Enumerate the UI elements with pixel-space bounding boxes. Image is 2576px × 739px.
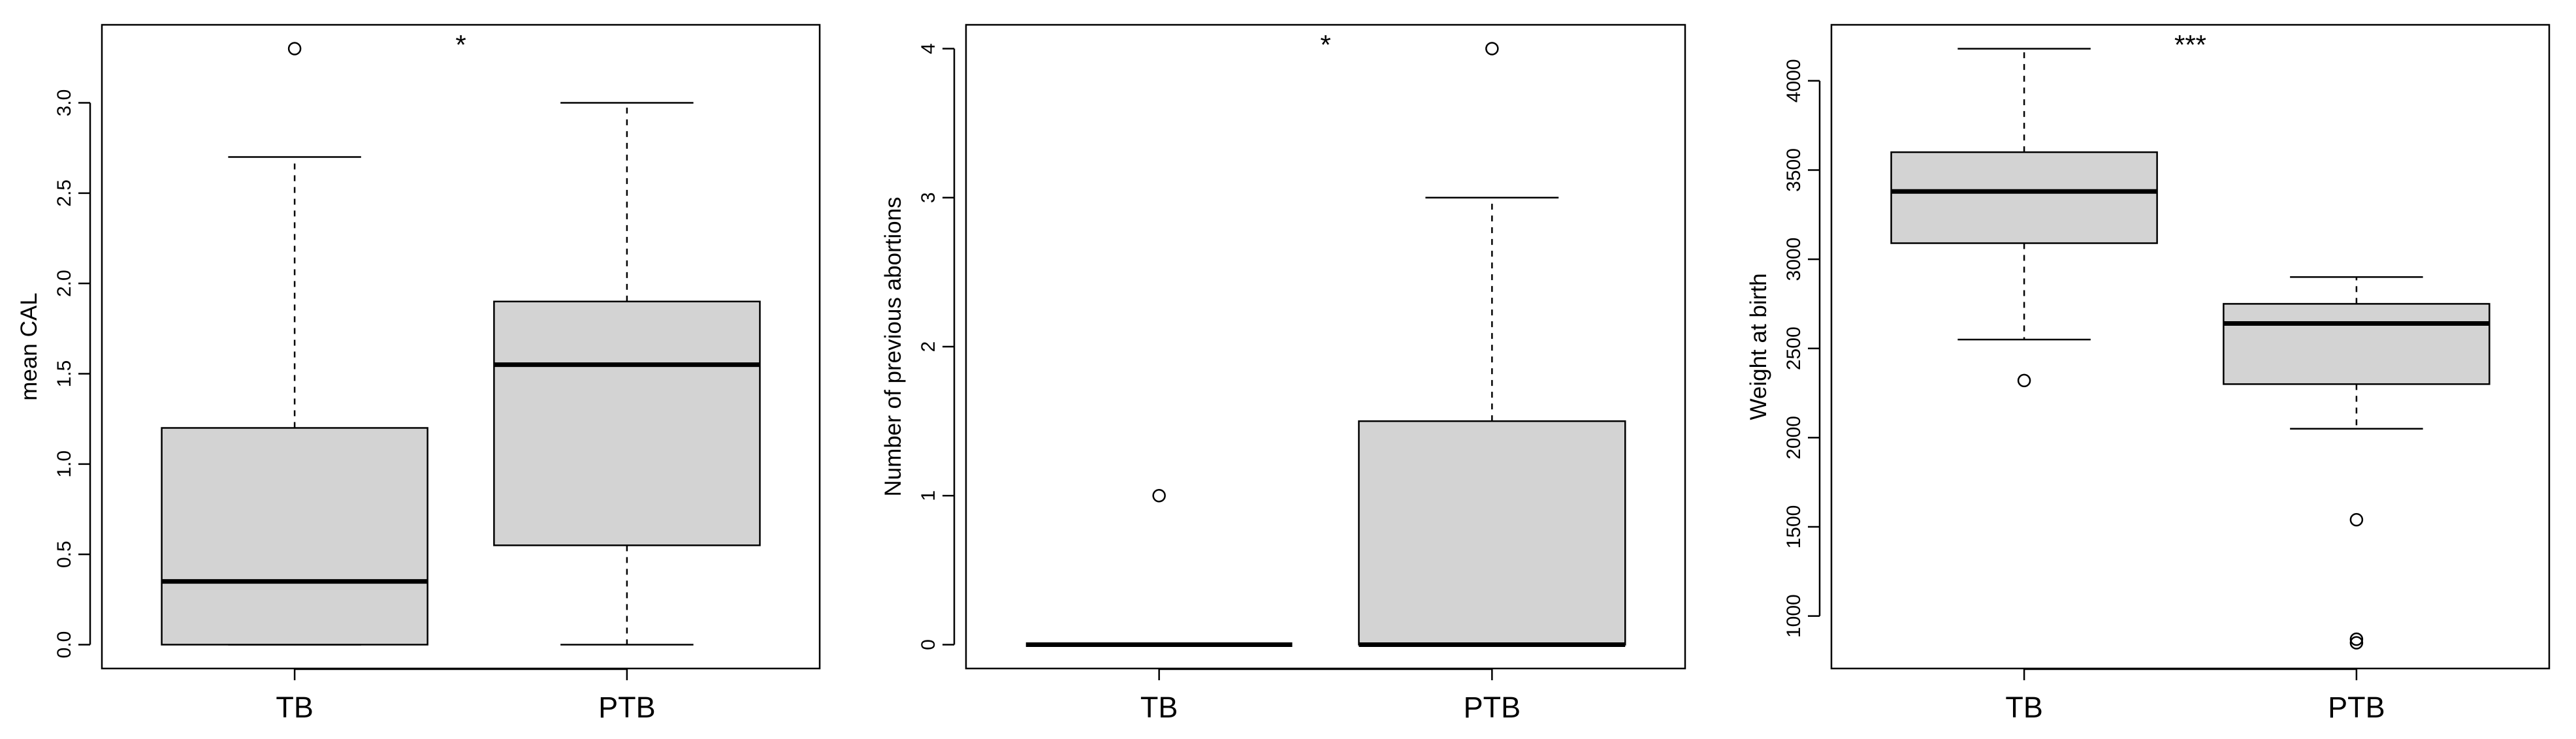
y-tick-label: 3.0 xyxy=(54,89,75,117)
y-tick-label: 4 xyxy=(918,43,939,54)
x-tick-label: PTB xyxy=(1464,691,1521,724)
box xyxy=(493,300,761,546)
y-tick-label: 1500 xyxy=(1783,505,1805,549)
x-tick-label: TB xyxy=(1140,691,1178,724)
box xyxy=(2223,303,2490,385)
outlier xyxy=(1485,42,1499,55)
y-tick-label: 1 xyxy=(918,490,939,501)
y-tick-label: 2 xyxy=(918,341,939,353)
y-tick-label: 3500 xyxy=(1783,148,1805,192)
y-tick-label: 2.5 xyxy=(54,180,75,207)
outlier xyxy=(2349,632,2364,646)
box xyxy=(161,427,428,646)
y-tick-label: 0.5 xyxy=(54,541,75,568)
significance-annotation: *** xyxy=(2174,29,2206,60)
y-tick-label: 2500 xyxy=(1783,326,1805,370)
y-tick-label: 1000 xyxy=(1783,594,1805,638)
y-tick-label: 3 xyxy=(918,192,939,203)
box xyxy=(1358,420,1626,646)
y-tick-label: 3000 xyxy=(1783,238,1805,281)
outlier xyxy=(2017,373,2031,388)
outlier xyxy=(2349,636,2364,650)
y-axis-label: Number of previous abortions xyxy=(880,197,906,496)
outlier xyxy=(1152,488,1166,503)
outlier xyxy=(287,42,302,55)
y-axis-label: Weight at birth xyxy=(1746,273,1771,420)
y-tick-label: 4000 xyxy=(1783,59,1805,102)
x-tick-label: TB xyxy=(2005,691,2043,724)
y-tick-label: 0.0 xyxy=(54,631,75,659)
y-axis-label: mean CAL xyxy=(16,292,42,400)
x-tick-label: PTB xyxy=(2328,691,2385,724)
x-tick-label: TB xyxy=(276,691,314,724)
significance-annotation: * xyxy=(455,29,466,60)
y-tick-label: 1.0 xyxy=(54,450,75,478)
y-tick-label: 2000 xyxy=(1783,416,1805,460)
x-tick-label: PTB xyxy=(598,691,656,724)
y-tick-label: 2.0 xyxy=(54,270,75,297)
outlier xyxy=(2349,512,2364,527)
y-tick-label: 1.5 xyxy=(54,360,75,388)
significance-annotation: * xyxy=(1320,29,1330,60)
box xyxy=(1890,151,2158,244)
y-tick-label: 0 xyxy=(918,639,939,650)
